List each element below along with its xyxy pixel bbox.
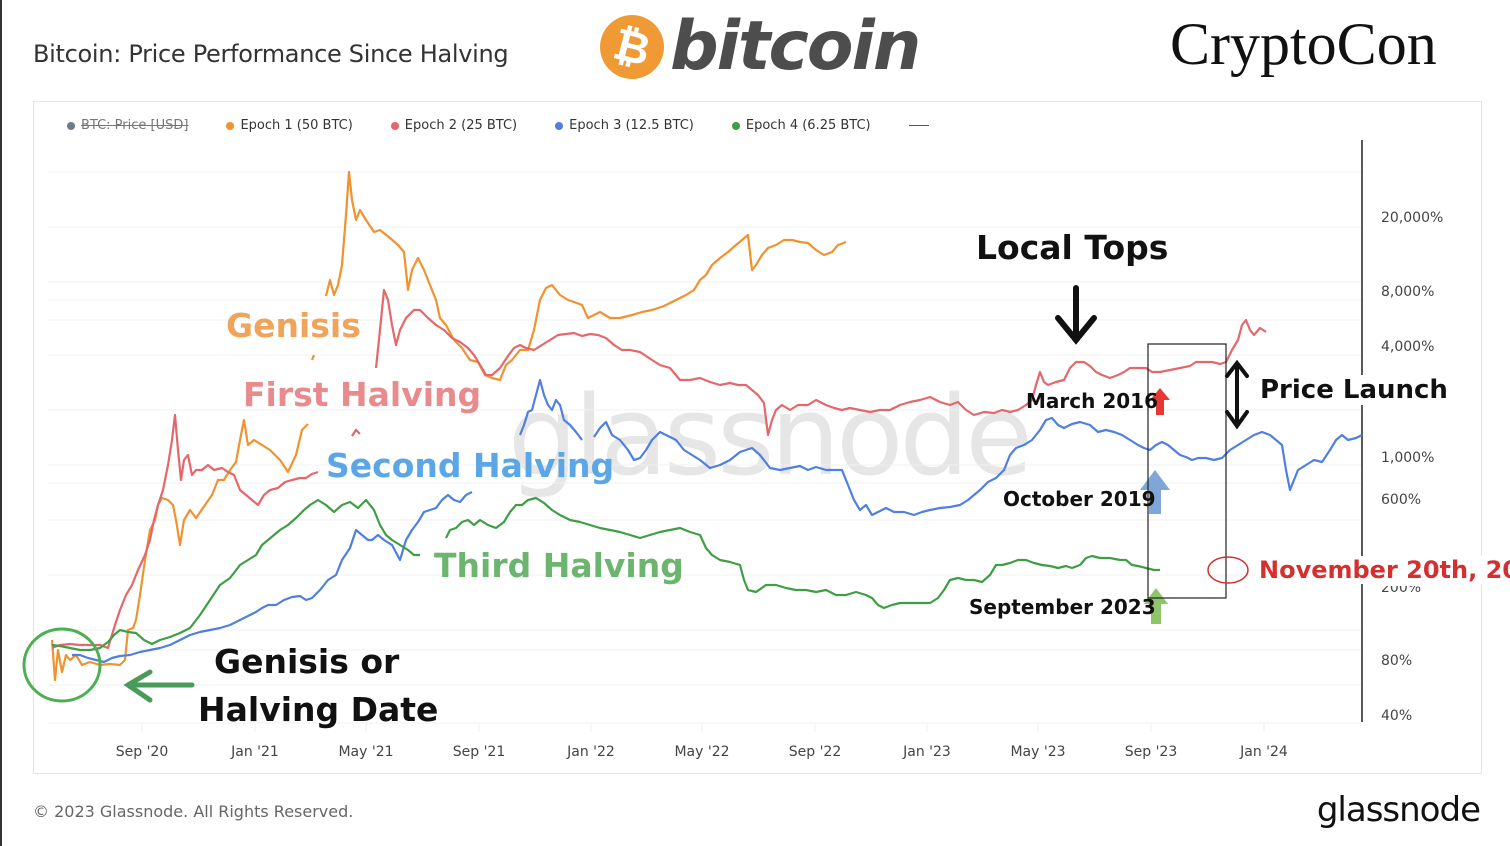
y-tick: 40%: [1381, 708, 1413, 724]
annotation-september-2023: September 2023: [969, 595, 1156, 619]
x-tick: May '23: [1010, 744, 1066, 760]
legend-label: Epoch 1 (50 BTC): [240, 118, 353, 133]
price-launch-double-arrow-icon: [1225, 359, 1249, 430]
legend-item-epoch-4[interactable]: Epoch 4 (6.25 BTC): [731, 118, 871, 133]
annotation-march-2016: March 2016: [1026, 389, 1158, 413]
legend-dot-icon: [731, 121, 740, 130]
x-tick: Jan '24: [1240, 744, 1288, 760]
series-epoch-1: [50, 418, 309, 682]
annotation-october-2019: October 2019: [1003, 487, 1156, 511]
bitcoin-logo: ₿ bitcoin: [593, 7, 921, 86]
author-brand: CryptoCon: [1170, 11, 1437, 77]
x-tick: Jan '21: [231, 744, 279, 760]
series-epoch-3: [72, 491, 473, 664]
x-tick: Jan '22: [567, 744, 615, 760]
y-tick: 200%: [1381, 580, 1422, 596]
series-epoch-4: [51, 498, 420, 652]
y-tick: 4,000%: [1381, 339, 1435, 355]
legend-dot-icon: [555, 121, 564, 130]
legend-item-btc-price[interactable]: BTC: Price [USD]: [67, 118, 188, 133]
legend-dot-icon: [226, 121, 235, 130]
x-tick: May '21: [338, 744, 394, 760]
footer-glassnode-logo: glassnode: [1316, 790, 1481, 830]
chart-title: Bitcoin: Price Performance Since Halving: [33, 40, 509, 68]
x-tick: Jan '23: [903, 744, 951, 760]
annotation-genesis-or: Genisis or: [214, 642, 400, 681]
x-tick: Sep '22: [788, 744, 842, 760]
x-tick: May '22: [674, 744, 730, 760]
legend-more-icon: [908, 125, 929, 126]
origin-circle-icon: [22, 627, 102, 703]
legend-item-epoch-2[interactable]: Epoch 2 (25 BTC): [390, 118, 518, 133]
legend-item-epoch-1[interactable]: Epoch 1 (50 BTC): [226, 118, 353, 133]
annotation-price-launch: Price Launch: [1258, 375, 1450, 405]
bitcoin-wordmark: bitcoin: [670, 7, 921, 86]
x-tick: Sep '21: [452, 744, 506, 760]
annotation-third-halving: Third Halving: [434, 546, 684, 585]
chart-legend: BTC: Price [USD] Epoch 1 (50 BTC) Epoch …: [67, 118, 967, 133]
highlight-box: [1147, 343, 1227, 599]
y-tick: 80%: [1381, 653, 1413, 669]
annotation-november-2023: November 20th, 2023: [1257, 556, 1510, 584]
series-epoch-2: [51, 413, 319, 650]
legend-item-epoch-3[interactable]: Epoch 3 (12.5 BTC): [555, 118, 694, 133]
y-tick: 600%: [1381, 492, 1422, 508]
legend-label: Epoch 3 (12.5 BTC): [569, 118, 694, 133]
annotation-second-halving: Second Halving: [326, 446, 615, 485]
legend-dot-icon: [67, 121, 75, 130]
red-circle-icon: [1207, 556, 1249, 584]
x-tick: Sep '20: [115, 744, 169, 760]
y-tick: 20,000%: [1381, 210, 1444, 226]
x-tick: Sep '23: [1124, 744, 1178, 760]
chart-frame: [33, 101, 1482, 774]
legend-label: Epoch 2 (25 BTC): [404, 118, 518, 133]
red-up-arrow-icon: [1150, 388, 1170, 415]
gridlines: [48, 171, 1362, 724]
green-left-arrow-icon: [123, 669, 195, 703]
legend-label: BTC: Price [USD]: [81, 118, 189, 133]
y-tick: 1,000%: [1381, 450, 1435, 466]
green-up-arrow-icon: [1144, 588, 1168, 624]
annotation-genesis: Genisis: [226, 306, 361, 345]
legend-dot-icon: [390, 121, 399, 130]
y-tick: 8,000%: [1381, 284, 1435, 300]
legend-more-button[interactable]: [908, 118, 929, 133]
annotation-halving-date: Halving Date: [198, 690, 439, 729]
annotation-local-tops: Local Tops: [976, 228, 1169, 267]
local-tops-down-arrow-icon: [1055, 285, 1097, 345]
footer-copyright: © 2023 Glassnode. All Rights Reserved.: [33, 802, 354, 821]
annotation-first-halving: First Halving: [243, 375, 482, 414]
legend-label: Epoch 4 (6.25 BTC): [745, 118, 871, 133]
left-edge-border: [0, 0, 2, 846]
